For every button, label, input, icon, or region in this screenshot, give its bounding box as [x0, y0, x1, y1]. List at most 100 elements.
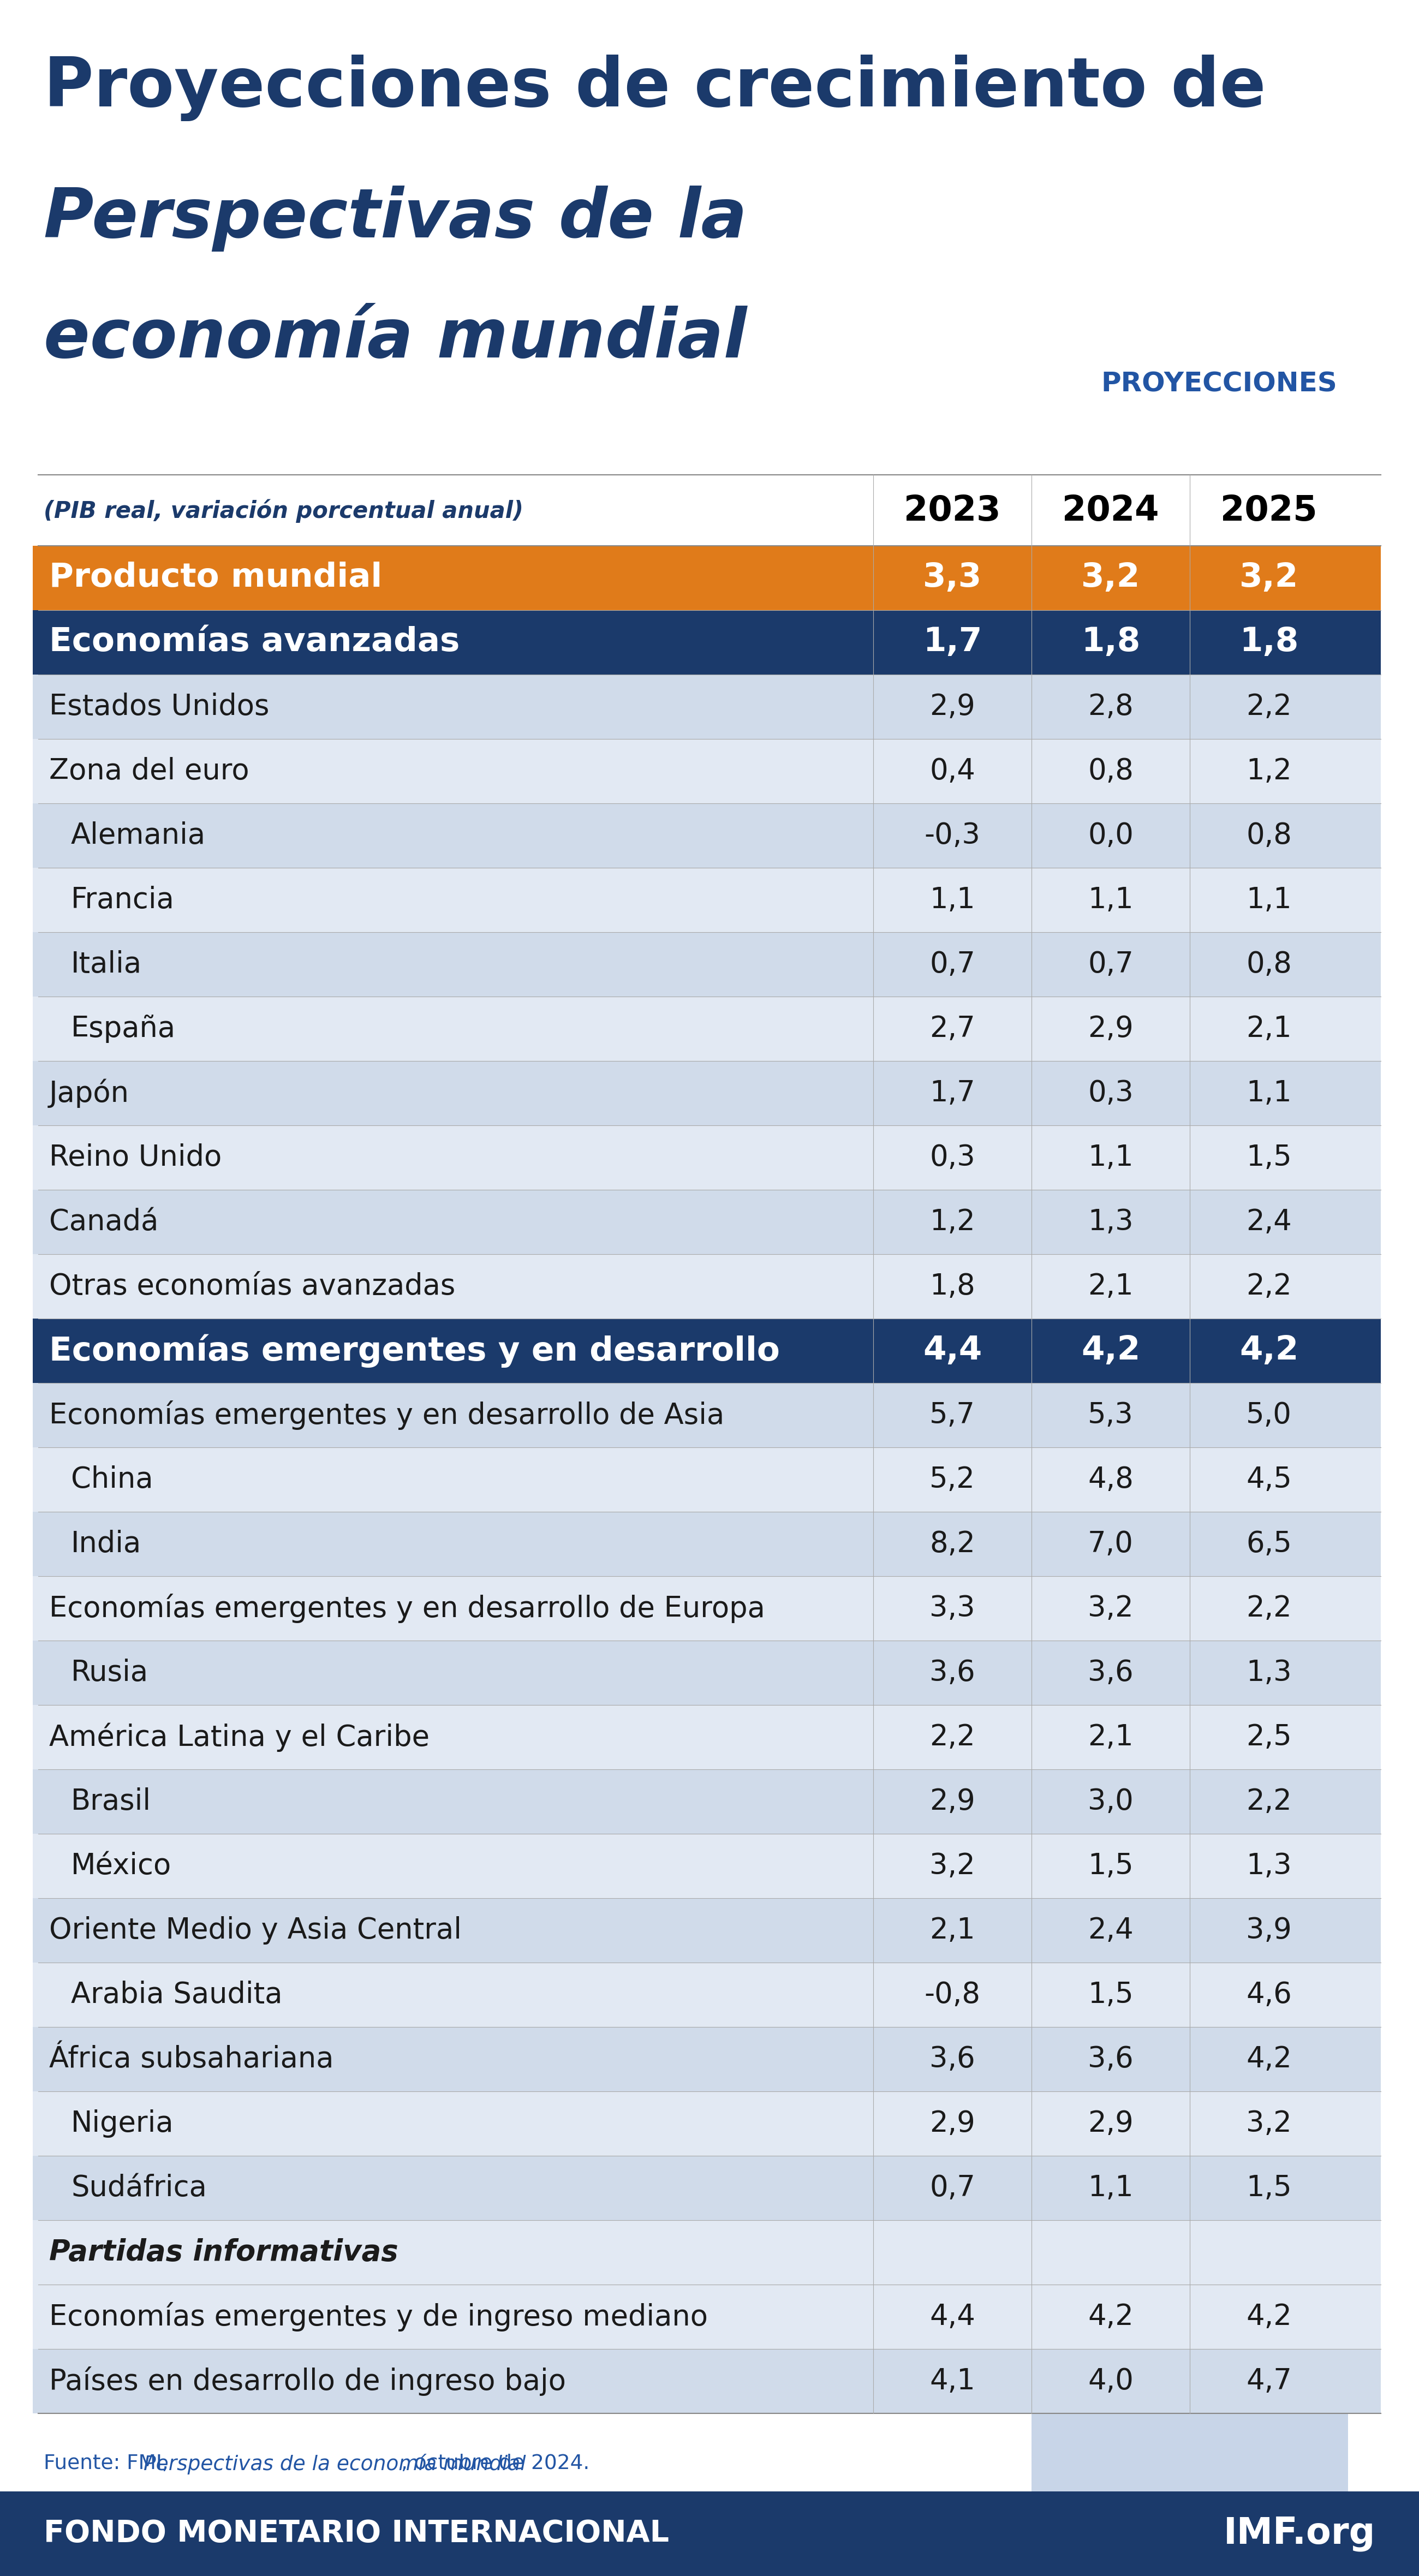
Text: Rusia: Rusia	[71, 1659, 149, 1687]
Text: 0,3: 0,3	[1088, 1079, 1134, 1108]
Bar	[33, 1126, 1381, 1190]
Text: Zona del euro: Zona del euro	[50, 757, 250, 786]
Text: 4,4: 4,4	[922, 1334, 982, 1368]
Text: 1,8: 1,8	[1081, 626, 1141, 659]
Text: Arabia Saudita: Arabia Saudita	[71, 1981, 282, 2009]
Text: Italia: Italia	[71, 951, 142, 979]
Text: 1,5: 1,5	[1088, 1852, 1134, 1880]
Text: Oriente Medio y Asia Central: Oriente Medio y Asia Central	[50, 1917, 461, 1945]
Bar	[33, 2156, 1381, 2221]
Text: 1,5: 1,5	[1088, 1981, 1134, 2009]
Text: 1,3: 1,3	[1088, 1208, 1134, 1236]
Text: 5,2: 5,2	[929, 1466, 975, 1494]
Text: Fuente: FMI,: Fuente: FMI,	[44, 2455, 175, 2473]
Text: Otras economías avanzadas: Otras economías avanzadas	[50, 1273, 455, 1301]
Bar	[33, 1705, 1381, 1770]
Text: 1,5: 1,5	[1246, 2174, 1291, 2202]
Text: América Latina y el Caribe: América Latina y el Caribe	[50, 1723, 430, 1752]
Text: 2,2: 2,2	[1246, 1273, 1291, 1301]
Bar	[33, 804, 1381, 868]
Text: 0,8: 0,8	[1088, 757, 1134, 786]
Text: (PIB real, variación porcentual anual): (PIB real, variación porcentual anual)	[44, 500, 524, 523]
Text: India: India	[71, 1530, 142, 1558]
Text: 5,7: 5,7	[929, 1401, 975, 1430]
Text: 3,2: 3,2	[929, 1852, 975, 1880]
Text: 0,3: 0,3	[929, 1144, 975, 1172]
Text: 4,7: 4,7	[1246, 2367, 1291, 2396]
Text: China: China	[71, 1466, 153, 1494]
Text: 1,8: 1,8	[929, 1273, 975, 1301]
Text: -0,3: -0,3	[924, 822, 981, 850]
Text: Brasil: Brasil	[71, 1788, 152, 1816]
Text: Perspectivas de la: Perspectivas de la	[44, 185, 746, 252]
Bar	[33, 739, 1381, 804]
Text: 0,8: 0,8	[1246, 822, 1291, 850]
Bar	[33, 933, 1381, 997]
Bar	[33, 1834, 1381, 1899]
Text: 4,2: 4,2	[1239, 1334, 1298, 1368]
Text: 1,3: 1,3	[1246, 1659, 1291, 1687]
Text: Economías emergentes y en desarrollo: Economías emergentes y en desarrollo	[50, 1334, 780, 1368]
Bar	[0, 474, 1419, 546]
Text: -0,8: -0,8	[924, 1981, 981, 2009]
Text: 3,2: 3,2	[1246, 2110, 1291, 2138]
Text: 2,9: 2,9	[929, 693, 975, 721]
Text: 0,7: 0,7	[929, 951, 975, 979]
Text: 0,0: 0,0	[1088, 822, 1134, 850]
Text: Japón: Japón	[50, 1079, 129, 1108]
Text: 7,0: 7,0	[1088, 1530, 1134, 1558]
Text: 1,2: 1,2	[929, 1208, 975, 1236]
Text: Economías emergentes y en desarrollo de Europa: Economías emergentes y en desarrollo de …	[50, 1595, 765, 1623]
Text: 2024: 2024	[1063, 495, 1159, 528]
Text: 1,7: 1,7	[922, 626, 982, 659]
Text: 3,6: 3,6	[1088, 1659, 1134, 1687]
Text: 2,1: 2,1	[1088, 1723, 1134, 1752]
Text: 4,2: 4,2	[1246, 2303, 1291, 2331]
Text: 4,4: 4,4	[929, 2303, 975, 2331]
Text: 2,2: 2,2	[1246, 1595, 1291, 1623]
Text: 1,3: 1,3	[1246, 1852, 1291, 1880]
Text: 2023/24 (que comienza en abril de 2023) se muestra en la columna de 2023. Las pr: 2023/24 (que comienza en abril de 2023) …	[44, 2532, 1181, 2553]
Text: 4,2: 4,2	[1081, 1334, 1141, 1368]
Text: 2,8: 2,8	[1088, 693, 1134, 721]
Text: FONDO MONETARIO INTERNACIONAL: FONDO MONETARIO INTERNACIONAL	[44, 2519, 670, 2548]
Text: 1,1: 1,1	[1246, 1079, 1291, 1108]
Text: 2,2: 2,2	[1246, 1788, 1291, 1816]
Text: 3,2: 3,2	[1239, 562, 1298, 595]
Text: Canadá: Canadá	[50, 1208, 159, 1236]
Text: Nigeria: Nigeria	[71, 2110, 175, 2138]
Text: Estados Unidos: Estados Unidos	[50, 693, 270, 721]
Bar	[33, 2092, 1381, 2156]
Text: 2,9: 2,9	[1088, 2110, 1134, 2138]
Bar	[33, 1383, 1381, 1448]
Bar	[33, 1770, 1381, 1834]
Bar	[33, 2285, 1381, 2349]
Text: 4,2: 4,2	[1246, 2045, 1291, 2074]
Text: 0,7: 0,7	[929, 2174, 975, 2202]
Text: 1,5: 1,5	[1246, 1144, 1291, 1172]
Bar	[33, 868, 1381, 933]
Bar	[33, 2349, 1381, 2414]
Bar	[33, 611, 1381, 675]
Text: 1,2: 1,2	[1246, 757, 1291, 786]
Text: 3,6: 3,6	[1088, 2045, 1134, 2074]
Text: 3,3: 3,3	[922, 562, 982, 595]
Text: 5,0: 5,0	[1246, 1401, 1291, 1430]
Text: 1,1: 1,1	[1088, 2174, 1134, 2202]
Text: IMF.org: IMF.org	[1223, 2514, 1375, 2550]
Text: 0,4: 0,4	[929, 757, 975, 786]
Text: 2,1: 2,1	[1246, 1015, 1291, 1043]
Text: Francia: Francia	[71, 886, 175, 914]
Text: 0,7: 0,7	[1088, 951, 1134, 979]
Bar	[33, 1448, 1381, 1512]
Text: España: España	[71, 1015, 176, 1043]
Bar	[33, 997, 1381, 1061]
Text: 1,7: 1,7	[929, 1079, 975, 1108]
Bar	[0, 0, 1419, 474]
Text: 3,9: 3,9	[1246, 1917, 1291, 1945]
Text: 4,2: 4,2	[1088, 2303, 1134, 2331]
Text: Economías emergentes y de ingreso mediano: Economías emergentes y de ingreso median…	[50, 2303, 708, 2331]
Text: 2,7: 2,7	[929, 1015, 975, 1043]
Text: Sudáfrica: Sudáfrica	[71, 2174, 207, 2202]
Text: 2,4: 2,4	[1246, 1208, 1291, 1236]
